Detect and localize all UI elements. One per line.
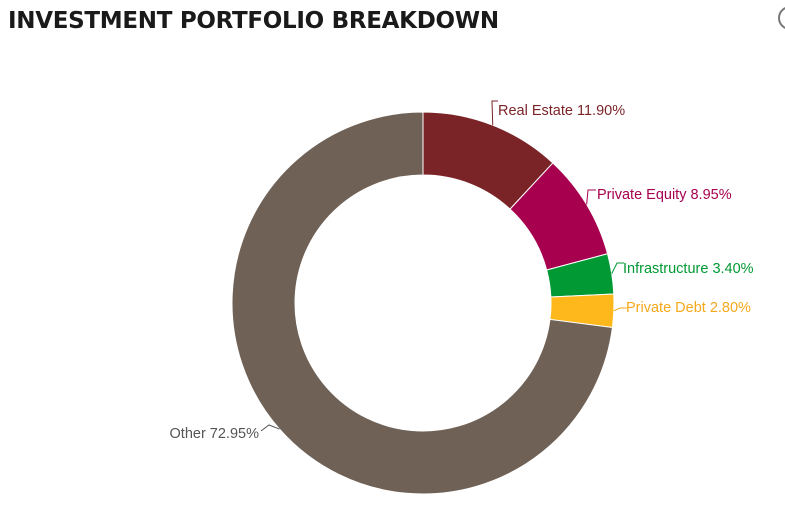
- leader-line: [586, 189, 596, 205]
- leader-line: [611, 262, 624, 274]
- slice-label-private-equity: Private Equity 8.95%: [597, 187, 732, 203]
- leader-line: [260, 424, 280, 432]
- leader-line: [491, 100, 498, 126]
- leader-line: [613, 307, 627, 312]
- slice-labels: Real Estate 11.90% Private Equity 8.95% In…: [170, 103, 754, 442]
- page-title: INVESTMENT PORTFOLIO BREAKDOWN: [8, 8, 499, 34]
- slice-label-other: Other 72.95%: [170, 426, 260, 442]
- slice-label-real-estate: Real Estate 11.90%: [498, 103, 625, 119]
- slice-label-infrastructure: Infrastructure 3.40%: [623, 261, 754, 277]
- label-leaders: [260, 100, 627, 432]
- slice-other[interactable]: [231, 111, 613, 495]
- donut-slices: [231, 111, 615, 495]
- slice-label-private-debt: Private Debt 2.80%: [626, 300, 751, 316]
